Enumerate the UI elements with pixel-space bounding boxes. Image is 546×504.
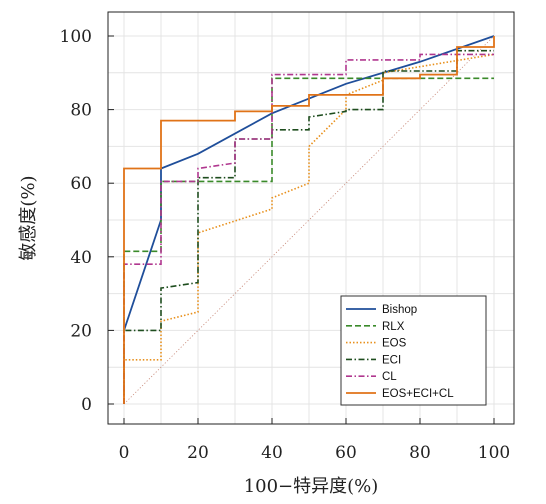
reference-line: [123, 35, 495, 405]
x-tick-label: 40: [261, 443, 283, 463]
series-line-eos-eci-cl: [123, 36, 495, 404]
legend-label: ECI: [382, 354, 401, 366]
legend-label: Bishop: [382, 304, 417, 316]
legend-box: [340, 295, 487, 406]
x-tick-label: 100: [478, 443, 510, 463]
reference-diagonal: [123, 35, 495, 405]
legend-label: EOS: [382, 338, 407, 350]
y-tick-label: 40: [70, 248, 92, 268]
y-tick-label: 0: [81, 395, 92, 415]
legend-label: RLX: [382, 321, 405, 333]
y-tick-label: 60: [70, 174, 92, 194]
y-tick-label: 80: [70, 101, 92, 121]
x-tick-label: 60: [335, 443, 357, 463]
legend-label: CL: [382, 371, 397, 383]
plot-frame: [107, 11, 515, 425]
y-tick-label: 20: [70, 321, 92, 341]
series-line-cl: [123, 53, 494, 404]
series-line-rlx: [123, 77, 494, 404]
x-axis-label: 100−特异度(%): [244, 476, 379, 497]
y-tick-label: 100: [60, 27, 92, 47]
series-line-eos: [123, 53, 495, 404]
y-axis-label: 敏感度(%): [18, 175, 39, 260]
series-lines: [123, 35, 495, 404]
x-tick-label: 20: [187, 443, 209, 463]
axis-ticks: 0 20 40 60 80 100 0 20 40 60 80 100: [60, 27, 511, 463]
x-tick-label: 80: [409, 443, 431, 463]
legend: Bishop RLX EOS ECI CL EOS+ECI+CL: [340, 295, 487, 406]
x-tick-label: 0: [119, 443, 130, 463]
legend-label: EOS+ECI+CL: [382, 388, 454, 400]
